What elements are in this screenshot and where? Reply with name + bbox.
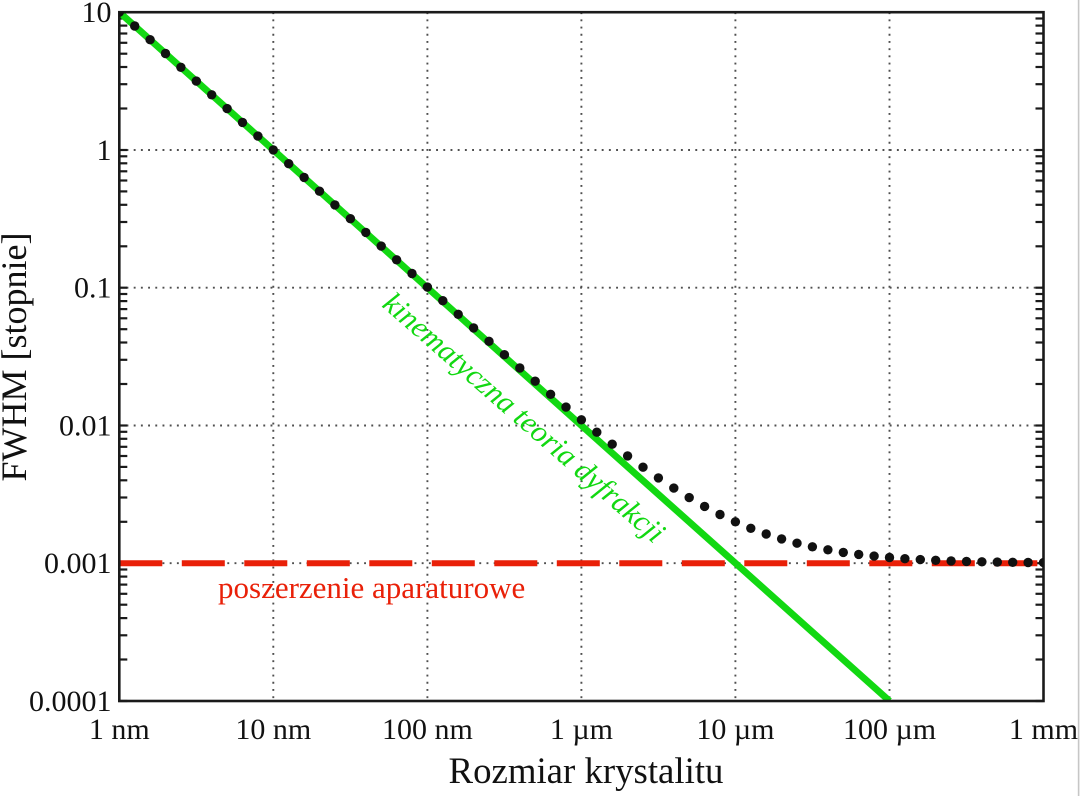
svg-text:1 mm: 1 mm <box>1009 713 1078 746</box>
svg-text:1 nm: 1 nm <box>89 713 150 746</box>
svg-text:Rozmiar krystalitu: Rozmiar krystalitu <box>449 750 724 791</box>
svg-text:FWHM [stopnie]: FWHM [stopnie] <box>0 233 34 482</box>
svg-text:10 nm: 10 nm <box>235 713 311 746</box>
svg-text:10 µm: 10 µm <box>696 713 774 746</box>
svg-text:0.0001: 0.0001 <box>29 685 112 718</box>
svg-text:1: 1 <box>97 134 112 167</box>
svg-text:100 µm: 100 µm <box>843 713 936 746</box>
svg-text:0.1: 0.1 <box>74 272 112 305</box>
svg-text:0.001: 0.001 <box>44 547 112 580</box>
svg-text:0.01: 0.01 <box>59 409 112 442</box>
svg-text:100 nm: 100 nm <box>382 713 473 746</box>
svg-text:poszerzenie aparaturowe: poszerzenie aparaturowe <box>218 570 525 605</box>
svg-text:1 µm: 1 µm <box>550 713 613 746</box>
svg-text:10: 10 <box>82 0 112 29</box>
